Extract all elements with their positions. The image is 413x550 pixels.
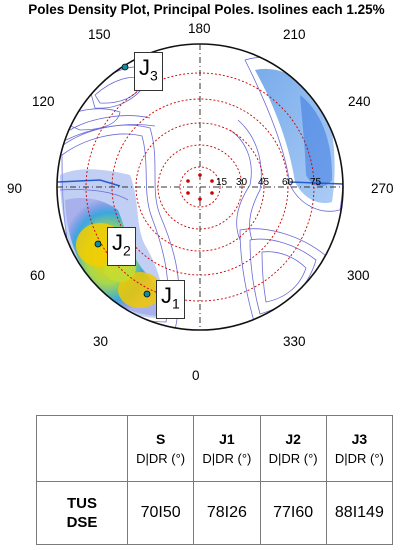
dip-label-15: 15 [216,177,228,188]
pole-label-j1: J1 [156,280,185,320]
pole-label-j3-sub: 3 [150,67,158,84]
azimuth-label-150: 150 [88,27,111,42]
table-header-cell: J3 D|DR (°) [325,415,394,482]
azimuth-label-270: 270 [371,181,394,196]
azimuth-label-300: 300 [347,268,370,283]
pole-marker-j2 [94,240,102,248]
pole-marker-j1 [143,290,151,298]
table-header-row: S D|DR (°) J1 D|DR (°) J2 D|DR (°) J3 D|… [36,415,394,482]
header-name: J1 [219,431,235,447]
value-cell-s: 70I50 [126,481,195,545]
row-label-line1: TUS [67,495,97,512]
dip-label-45: 45 [258,177,270,188]
header-name: J3 [351,431,368,447]
pole-label-j2: J2 [107,227,136,267]
plot-title: Poles Density Plot, Principal Poles. Iso… [28,2,385,17]
stereonet: 15 30 45 60 75 [56,43,344,331]
row-label-cell: TUS DSE [36,481,128,545]
dip-label-75: 75 [310,177,322,188]
dip-label-30: 30 [236,177,248,188]
pole-label-j1-sub: 1 [172,295,180,312]
pole-label-j2-sub: 2 [123,242,131,259]
pole-marker-j3 [121,63,129,71]
header-unit: D|DR (°) [136,451,186,466]
azimuth-label-120: 120 [32,94,55,109]
dip-label-60: 60 [282,177,294,188]
azimuth-label-0: 0 [192,368,200,383]
header-name: J2 [285,431,301,447]
row-label-line2: DSE [66,514,98,531]
header-unit: D|DR (°) [268,451,318,466]
pole-label-j1-text: J [161,283,172,308]
table-header-cell: S D|DR (°) [126,415,195,482]
azimuth-label-30: 30 [93,334,109,349]
results-table: S D|DR (°) J1 D|DR (°) J2 D|DR (°) J3 D|… [36,415,394,545]
value-cell-j3: 88I149 [325,481,394,545]
azimuth-label-180: 180 [188,21,211,36]
pole-label-j2-text: J [112,230,123,255]
value-cell-j2: 77I60 [259,481,327,545]
header-unit: D|DR (°) [202,451,252,466]
density-region-right [229,57,343,326]
table-header-cell: J2 D|DR (°) [259,415,327,482]
azimuth-label-210: 210 [283,27,306,42]
table-row: TUS DSE 70I50 78I26 77I60 88I149 [36,481,394,545]
pole-label-j3-text: J [139,55,150,80]
azimuth-label-90: 90 [7,181,23,196]
azimuth-label-240: 240 [348,94,371,109]
center-markers [186,173,214,201]
pole-label-j3: J3 [134,52,163,92]
table-corner-cell [36,415,128,482]
value-cell-j1: 78I26 [193,481,261,545]
azimuth-label-60: 60 [30,268,46,283]
header-unit: D|DR (°) [334,451,384,466]
azimuth-label-330: 330 [283,334,306,349]
table-header-cell: J1 D|DR (°) [193,415,261,482]
pole-markers [94,63,151,298]
header-name: S [155,431,166,447]
azimuth-axes [57,44,343,330]
